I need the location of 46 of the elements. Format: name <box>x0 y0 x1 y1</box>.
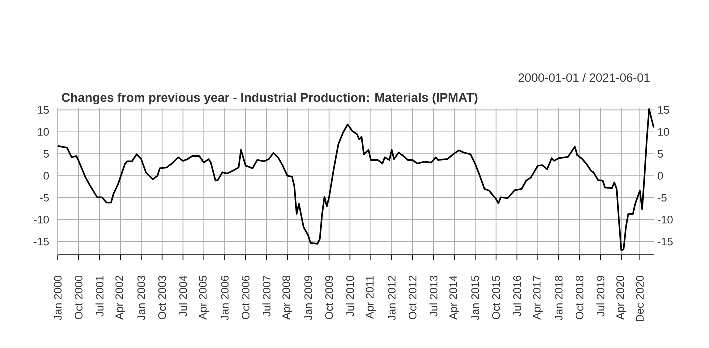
x-tick-label: Dec 2020 <box>636 276 644 322</box>
x-tick-label: Apr 2014 <box>450 276 460 320</box>
x-tick-label: Jan 2015 <box>472 276 480 320</box>
x-tick-label: Jan 2003 <box>138 276 146 320</box>
y2-tick-label: 5 <box>658 150 664 158</box>
x-tick-label: Jan 2018 <box>555 276 563 320</box>
y2-tick-label: -15 <box>658 238 673 246</box>
x-tick-label: Oct 2000 <box>75 276 83 320</box>
line-series <box>57 108 655 252</box>
y-tick-label: -5 <box>40 194 50 202</box>
y2-tick-label: 10 <box>658 128 670 136</box>
y-tick-label: 5 <box>44 150 50 158</box>
x-tick-label: Jan 2012 <box>388 276 396 320</box>
x-tick-label: Jan 2000 <box>54 276 62 320</box>
x-tick-label: Apr 2011 <box>366 276 376 320</box>
x-tick-label: Apr 2005 <box>199 276 210 320</box>
x-tick-label: Oct 2018 <box>576 276 584 320</box>
x-tick-label: Oct 2015 <box>492 276 500 320</box>
x-tick-label: Jul 2013 <box>430 276 438 317</box>
x-tick-label: Jul 2004 <box>179 276 188 317</box>
x-tick-label: Jan 2006 <box>221 276 229 320</box>
x-tick-label: Jul 2016 <box>513 276 522 317</box>
x-tick-label: Apr 2020 <box>616 276 626 320</box>
x-tick-label: Oct 2003 <box>158 276 166 320</box>
x-tick-label: Oct 2009 <box>325 276 334 320</box>
x-tick-label: Jul 2001 <box>96 276 104 317</box>
x-tick-label: Apr 2002 <box>116 276 126 320</box>
x-tick-label: Jul 2007 <box>262 276 271 317</box>
y-tick-label: -10 <box>34 216 50 224</box>
y-tick-label: 0 <box>44 172 50 180</box>
chart-subtitle: 2000-01-01 / 2021-06-01 <box>518 73 650 82</box>
x-tick-label: Jul 2019 <box>596 276 605 317</box>
y2-tick-label: 15 <box>658 106 670 114</box>
y-tick-label: 15 <box>38 106 50 114</box>
y2-tick-label: -10 <box>658 216 673 224</box>
x-tick-label: Apr 2008 <box>282 276 293 320</box>
x-tick-label: Jul 2010 <box>346 276 354 317</box>
y2-tick-label: -5 <box>658 194 667 202</box>
y2-tick-label: 0 <box>658 172 664 180</box>
x-tick-label: Jan 2009 <box>304 276 312 320</box>
x-tick-label: Oct 2012 <box>408 276 417 320</box>
y-tick-label: -15 <box>34 238 50 246</box>
y-tick-label: 10 <box>38 128 50 136</box>
x-tick-label: Apr 2017 <box>533 276 544 320</box>
x-tick-label: Oct 2006 <box>242 276 250 320</box>
chart-title: Changes from previous year - Industrial Production: Materials (IPMAT) <box>62 92 478 105</box>
